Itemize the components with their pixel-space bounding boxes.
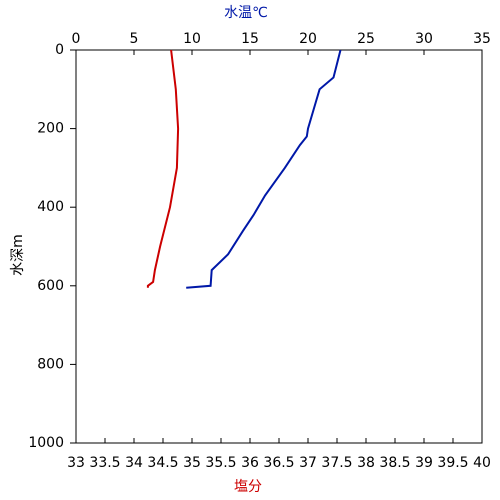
profile-line [186,49,342,289]
x-tick-label: 34.5 [147,455,178,471]
y-tick-label: 400 [37,199,64,215]
x-tick-label: 35 [183,455,201,471]
y-tick-label: 1000 [28,435,64,451]
x2-tick-label: 5 [130,31,139,47]
x-tick-label: 40 [473,455,491,471]
x-tick-label: 36 [241,455,259,471]
x-tick-label: 36.5 [263,455,294,471]
x-tick-label: 38.5 [379,455,410,471]
x-tick-label: 37.5 [321,455,352,471]
y-tick-label: 0 [55,42,64,58]
x-tick-label: 35.5 [205,455,236,471]
y-tick-label: 600 [37,278,64,294]
x2-tick-label: 0 [72,31,81,47]
plot-frame [75,49,483,444]
x-tick-label: 38 [357,455,375,471]
x-tick-label: 37 [299,455,317,471]
x2-tick-label: 10 [183,31,201,47]
x2-tick-label: 25 [357,31,375,47]
x-tick-label: 33 [67,455,85,471]
x-tick-label: 39 [415,455,433,471]
profile-line [146,49,180,288]
x-tick-label: 33.5 [89,455,120,471]
x2-tick-label: 30 [415,31,433,47]
y-axis-label: 水深m [10,234,26,276]
y-tick-label: 800 [37,356,64,372]
x2-tick-label: 20 [299,31,317,47]
x2-tick-label: 15 [241,31,259,47]
x-tick-label: 34 [125,455,143,471]
x2-tick-label: 35 [473,31,491,47]
y-tick-label: 200 [37,121,64,137]
x2-axis-label: 水温℃ [224,5,268,21]
x-tick-label: 39.5 [437,455,468,471]
x-axis-label: 塩分 [234,479,262,495]
